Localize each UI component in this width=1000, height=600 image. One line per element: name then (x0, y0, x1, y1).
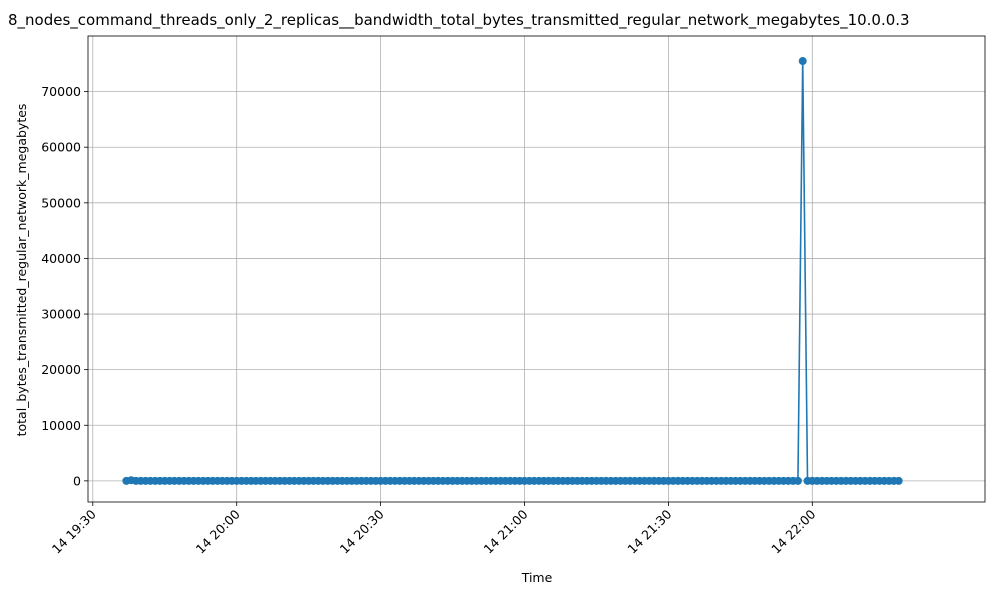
y-axis-label: total_bytes_transmitted_regular_network_… (14, 104, 29, 437)
chart-title: 8_nodes_command_threads_only_2_replicas_… (8, 11, 910, 30)
y-tick-label: 30000 (41, 307, 81, 322)
y-tick-label: 20000 (41, 362, 81, 377)
data-point (793, 476, 802, 485)
y-tick-label: 40000 (41, 251, 81, 266)
data-point (798, 57, 807, 66)
plot-frame (87, 35, 986, 503)
y-tick-label: 0 (73, 473, 81, 488)
y-tick-label: 10000 (41, 418, 81, 433)
x-axis-label: Time (521, 570, 553, 585)
grid-lines (88, 36, 985, 502)
y-tick-label: 50000 (41, 195, 81, 210)
data-point (894, 476, 903, 485)
series-line-group (122, 57, 903, 485)
y-tick-label: 70000 (41, 84, 81, 99)
y-tick-label: 60000 (41, 140, 81, 155)
